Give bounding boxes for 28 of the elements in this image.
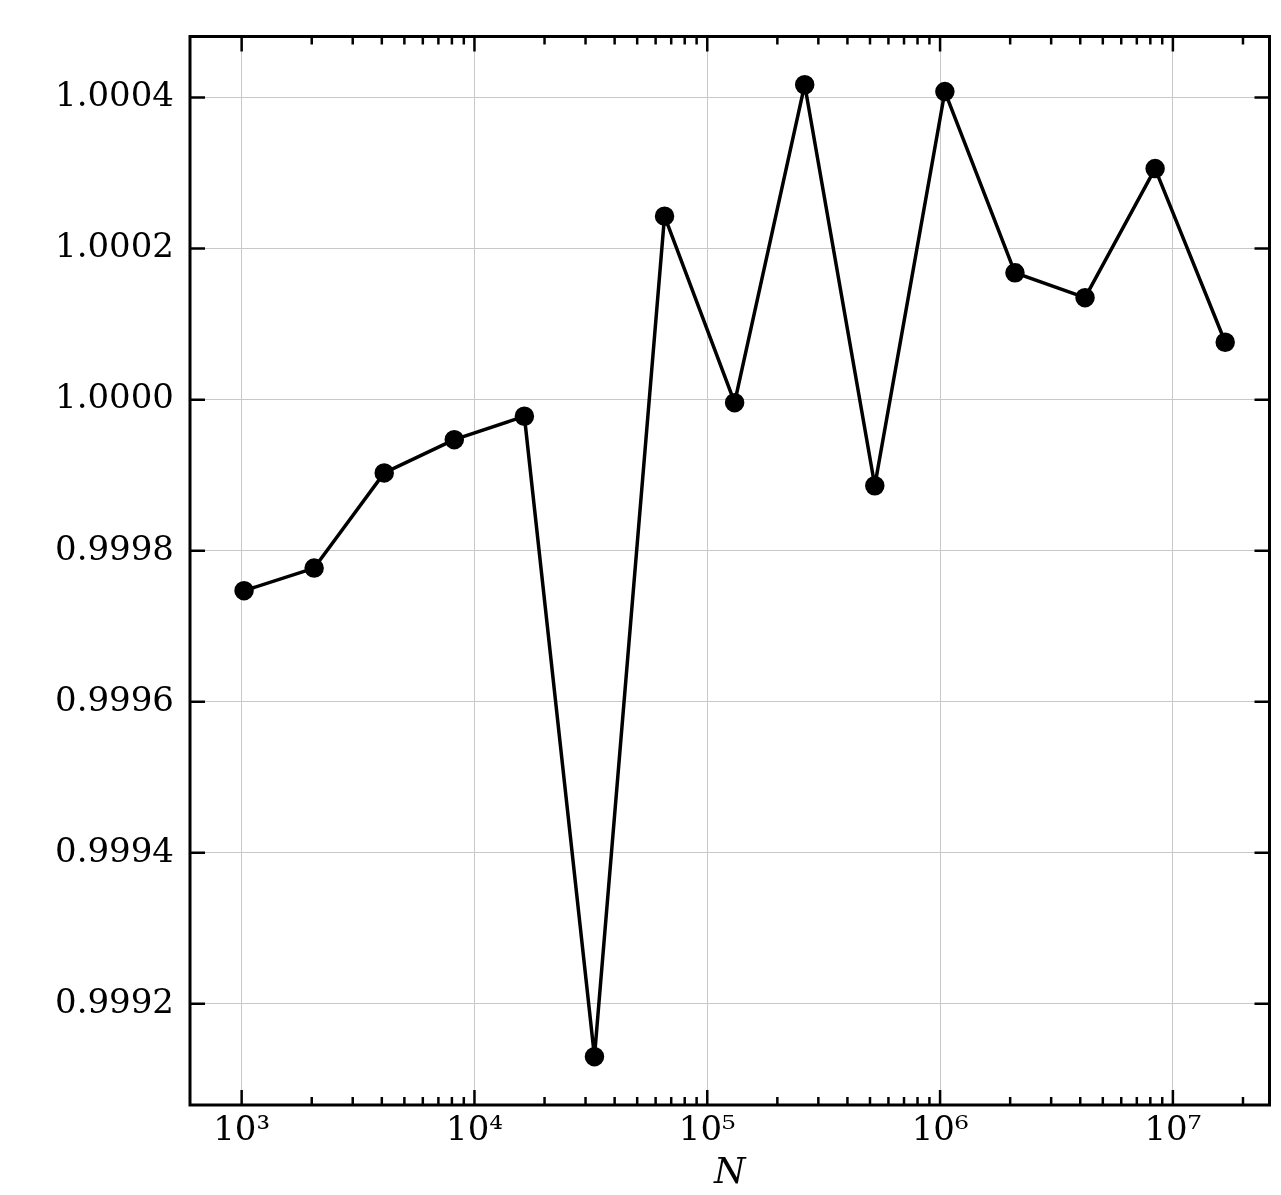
point: [724, 392, 745, 413]
x-axis-title: N: [713, 1149, 747, 1191]
y-tick-label: 0.9992: [55, 980, 174, 1021]
point: [1075, 287, 1095, 308]
point: [444, 429, 465, 450]
point: [584, 1046, 605, 1067]
point: [794, 74, 815, 95]
point: [234, 580, 254, 601]
y-tick-label: 0.9994: [55, 829, 174, 870]
point: [1145, 158, 1165, 179]
point: [1215, 332, 1235, 352]
y-tick-label: 1.0000: [55, 376, 174, 417]
y-tick-label: 1.0004: [55, 74, 174, 115]
x-tick-label: 10⁶: [911, 1108, 969, 1149]
x-tick-label: 10⁴: [446, 1108, 503, 1149]
y-tick-label: 1.0002: [55, 225, 174, 266]
y-tick-label: 0.9996: [55, 678, 174, 719]
x-tick-label: 10⁷: [1144, 1108, 1202, 1149]
point: [654, 206, 675, 226]
point: [374, 463, 394, 483]
y-tick-label: 0.9998: [55, 527, 174, 568]
point: [865, 475, 885, 496]
point: [1005, 263, 1025, 283]
x-tick-label: 10⁵: [678, 1108, 736, 1149]
point: [935, 81, 955, 102]
point: [304, 558, 324, 578]
x-tick-label: 10³: [213, 1108, 271, 1149]
point: [514, 406, 535, 427]
